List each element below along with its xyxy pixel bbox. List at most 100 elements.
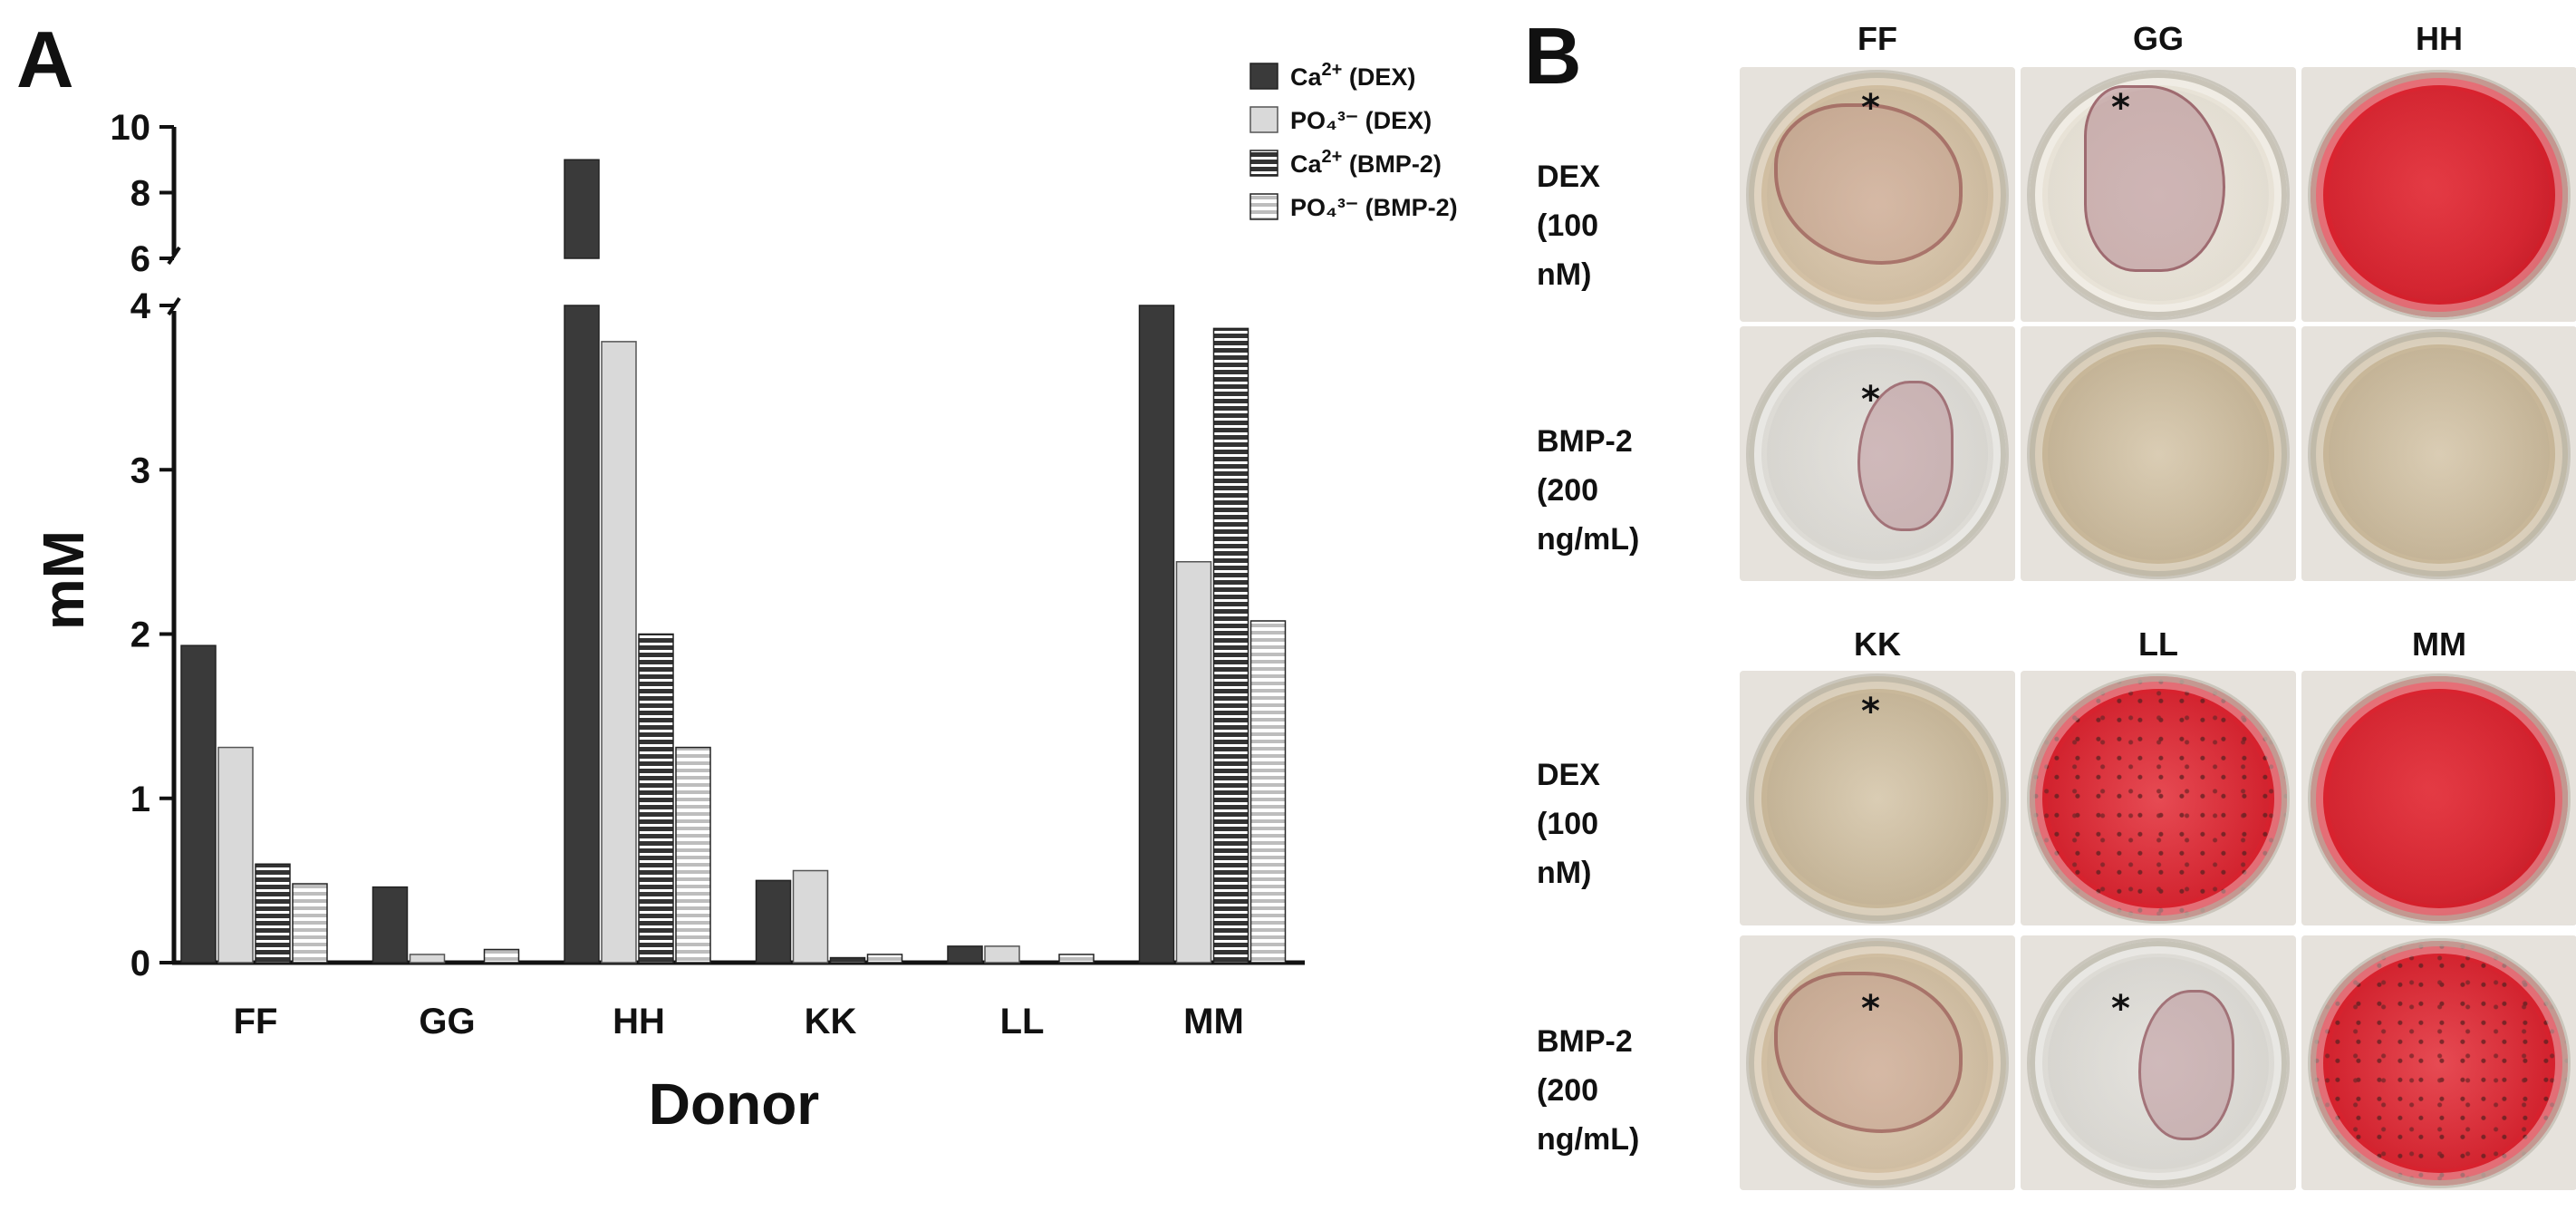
culture-well-photo [2301,935,2576,1190]
bar [1138,305,1175,964]
well-stain-area [1767,693,1988,905]
legend-label: Ca2+ (BMP-2) [1290,147,1442,178]
bar [601,341,637,964]
row-label-treatment: DEX [1537,758,1600,792]
legend-swatch [1249,150,1278,177]
bar [292,883,328,964]
bar [564,305,600,964]
y-axis-label: mM [31,530,96,630]
culture-well-photo [2021,671,2296,925]
asterisk-marker: * [1861,379,1880,421]
well-stain-area [2048,348,2269,560]
chart-ticks: 0 1 2 3 4 6 8 10 FF GG HH KK LL MM [111,108,1244,1041]
legend-swatch [1249,193,1278,220]
well-stain-area [2048,693,2269,905]
chart-axes [167,127,1305,965]
well-plate [2030,676,2287,921]
bar [1058,954,1095,964]
asterisk-marker: * [1861,988,1880,1030]
chart-legend: Ca2+ (DEX) PO₄³⁻ (DEX) Ca2+ (BMP-2) PO₄³⁻ (… [1249,60,1458,221]
culture-well-photo [2301,326,2576,581]
legend-swatch [1249,106,1278,133]
x-tick-label: HH [613,1002,665,1041]
bar [638,633,674,964]
bar [180,644,217,964]
culture-well-photo: * [2021,935,2296,1190]
row-label-dose: (200 ng/mL) [1537,1073,1640,1157]
row-label: BMP-2 (200 ng/mL) [1537,1017,1639,1164]
bar [483,948,520,964]
row-label-dose: (100 nM) [1537,807,1599,890]
culture-well-photo: * [1740,326,2015,581]
asterisk-marker: * [1861,87,1880,129]
bar [1175,561,1212,964]
asterisk-marker: * [2111,87,2130,129]
well-plate [2311,676,2568,921]
well-stain-area [2329,957,2550,1169]
culture-well-photo [2301,671,2576,925]
well-plate [2311,941,2568,1186]
row-label: DEX (100 nM) [1537,751,1600,897]
x-tick-label: FF [234,1002,278,1041]
cell-sheet [2138,990,2234,1140]
bar [371,886,409,964]
x-tick-label: LL [1000,1002,1045,1041]
well-stain-area [2329,89,2550,301]
column-header: HH [2416,20,2463,57]
column-header: KK [1854,625,1901,663]
well-plate [2311,73,2568,317]
bar [984,945,1020,964]
well-stain-area [2329,693,2550,905]
row-label: BMP-2 (200 ng/mL) [1537,417,1639,564]
y-tick-label: 1 [130,780,150,819]
bar-upper [564,159,600,259]
row-label-dose: (200 ng/mL) [1537,473,1640,557]
cell-sheet [1774,103,1963,265]
panel-b-letter: B [1524,11,1582,101]
cell-sheet [1774,972,1963,1133]
x-tick-label: KK [805,1002,857,1041]
y-tick-label: 8 [130,174,150,214]
bar [866,954,903,964]
legend-label: Ca2+ (DEX) [1290,60,1415,91]
row-label-treatment: DEX [1537,160,1600,194]
well-plate [1749,676,2006,921]
cell-sheet [1857,381,1954,531]
bar-chart: 0 1 2 3 4 6 8 10 FF GG HH KK LL MM Ca2+ (DEX) PO₄³⁻ (D… [31,60,1458,1137]
legend-swatch [1249,63,1278,90]
y-tick-label: 4 [130,286,151,326]
y-tick-label: 3 [130,450,150,490]
legend-label: PO₄³⁻ (BMP-2) [1290,194,1458,221]
column-header: MM [2412,625,2466,663]
culture-well-photo [2021,326,2296,581]
y-tick-label: 0 [130,944,150,983]
well-plate [2030,332,2287,576]
x-tick-label: MM [1183,1002,1244,1041]
column-header: FF [1857,20,1897,57]
x-axis-label: Donor [649,1071,819,1137]
culture-well-photo: * [2021,67,2296,322]
culture-well-photo: * [1740,671,2015,925]
culture-well-photo [2301,67,2576,322]
bar [792,869,829,964]
well-stain-area [2329,348,2550,560]
culture-well-photo: * [1740,935,2015,1190]
y-tick-label: 10 [111,108,151,148]
row-label-dose: (100 nM) [1537,208,1599,292]
row-label-treatment: BMP-2 [1537,424,1633,459]
x-tick-label: GG [419,1002,475,1041]
bar [675,746,711,964]
culture-well-photo: * [1740,67,2015,322]
bar [755,879,792,964]
column-header: GG [2132,20,2184,57]
bar [217,746,254,964]
bar [409,954,446,964]
y-tick-label: 2 [130,615,150,655]
axis-break-mark [167,246,181,266]
asterisk-marker: * [1861,691,1880,732]
asterisk-marker: * [2111,988,2130,1030]
bar [1249,620,1287,964]
legend-label: PO₄³⁻ (DEX) [1290,107,1432,134]
chart-bars [180,159,1287,964]
